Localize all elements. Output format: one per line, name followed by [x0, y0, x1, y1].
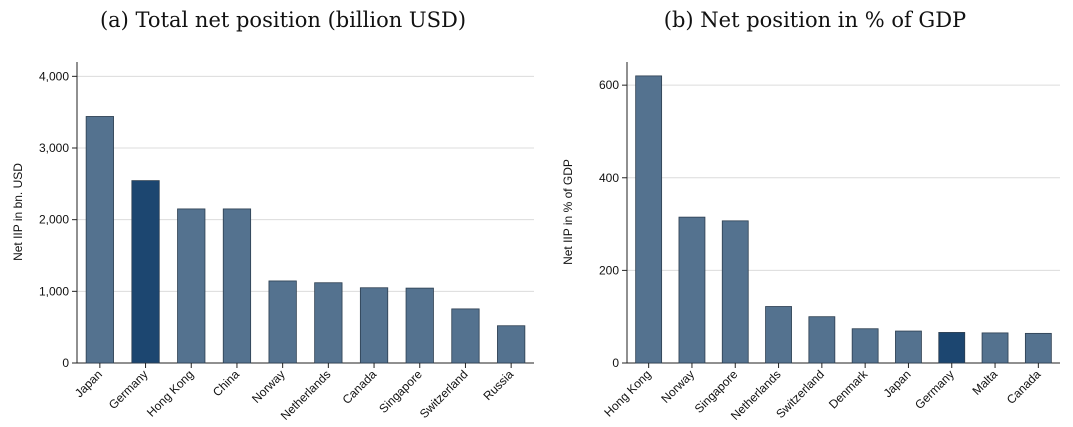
x-tick-label: Canada: [340, 367, 380, 407]
bar-denmark: [851, 328, 879, 364]
bar-malta: [981, 332, 1009, 364]
y-tick-label: 0: [62, 356, 69, 370]
panel-b-y-axis-label: Net IIP in % of GDP: [561, 159, 575, 265]
x-tick-label: Germany: [106, 367, 151, 412]
panel-a-y-axis-label: Net IIP in bn. USD: [11, 163, 25, 261]
bar-hong-kong: [177, 208, 206, 364]
y-tick-label: 600: [599, 78, 619, 92]
y-tick-label: 200: [599, 263, 619, 277]
x-tick-label: Denmark: [826, 367, 871, 412]
x-tick-label: Germany: [912, 367, 957, 412]
x-tick-label: Singapore: [376, 367, 425, 416]
bar-russia: [497, 325, 526, 364]
y-tick-label: 4,000: [39, 69, 69, 83]
panel-a-title: (a) Total net position (billion USD): [100, 8, 466, 32]
bar-china: [222, 208, 252, 364]
bar-japan: [85, 116, 114, 364]
x-tick-label: Russia: [480, 367, 516, 403]
x-tick-label: Hong Kong: [144, 367, 196, 419]
bar-canada: [1024, 332, 1052, 364]
x-tick-label: Norway: [249, 367, 288, 406]
y-tick-label: 400: [599, 171, 619, 185]
panel-b: (b) Net position in % of GDP Net IIP in …: [561, 8, 1060, 423]
bar-switzerland: [451, 308, 480, 364]
x-tick-label: China: [210, 367, 242, 399]
bar-singapore: [721, 220, 749, 364]
panel-a: (a) Total net position (billion USD) Net…: [11, 8, 534, 423]
panel-b-title: (b) Net position in % of GDP: [664, 8, 966, 32]
x-tick-label: Switzerland: [417, 367, 471, 421]
bar-singapore: [405, 287, 434, 364]
y-tick-label: 0: [612, 356, 619, 370]
bar-canada: [359, 287, 389, 364]
bar-netherlands: [314, 282, 343, 364]
bar-japan: [895, 330, 922, 364]
x-tick-label: Malta: [970, 367, 1001, 398]
y-tick-label: 3,000: [39, 141, 69, 155]
x-tick-label: Canada: [1004, 367, 1044, 407]
x-tick-label: Norway: [658, 367, 697, 406]
bar-germany: [938, 332, 966, 364]
x-tick-label: Japan: [881, 367, 914, 400]
x-tick-label: Japan: [72, 367, 105, 400]
bar-norway: [678, 216, 706, 364]
bar-netherlands: [765, 306, 792, 364]
bar-germany: [131, 180, 160, 364]
x-tick-label: Hong Kong: [601, 367, 653, 419]
bar-norway: [268, 280, 297, 364]
y-tick-label: 1,000: [39, 284, 69, 298]
y-tick-label: 2,000: [39, 213, 69, 227]
bar-hong-kong: [635, 75, 663, 364]
bar-switzerland: [808, 316, 836, 364]
